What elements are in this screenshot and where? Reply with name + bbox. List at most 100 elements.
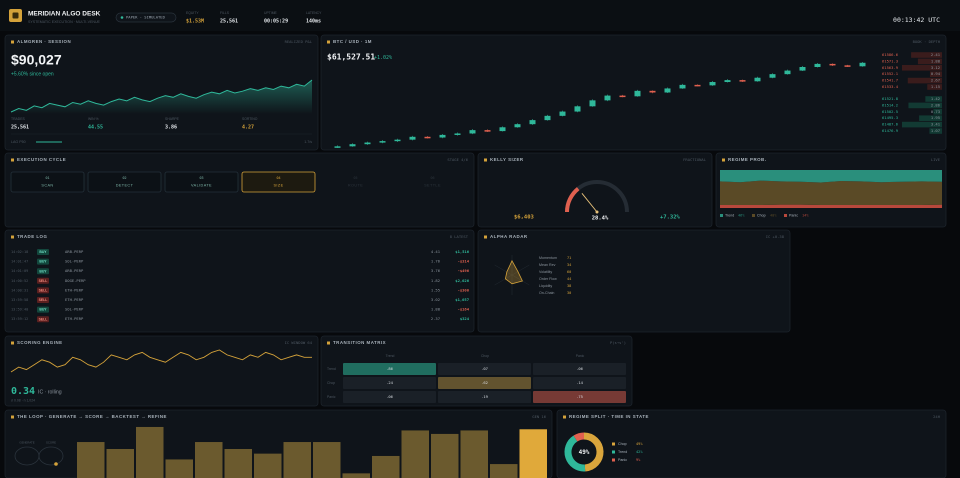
session-stat-value: 44.55: [88, 125, 103, 131]
book-size: 3.41: [931, 122, 941, 127]
matrix-cell: [533, 377, 626, 389]
equity-line: [10, 79, 313, 113]
cycle-step-label: SETTLE: [424, 184, 441, 188]
score-footnote: σ 0.08 · n 1,024: [11, 398, 35, 402]
matrix-cell: [343, 377, 436, 389]
matrix-cell: [343, 363, 436, 375]
loop-bar: [342, 473, 370, 478]
header-stat-value: 25,561: [220, 19, 238, 25]
panel-tag: GEN 16: [532, 414, 546, 419]
trade-side: BUY: [39, 260, 47, 264]
panel-marker: [11, 235, 14, 239]
loop-bar: [283, 442, 311, 478]
factor-value: 71: [567, 256, 571, 260]
loop-ring: [38, 446, 64, 466]
trade-time: 14:01:09: [11, 269, 28, 273]
side-badge: [37, 297, 49, 303]
matrix-cell-label: .14: [576, 380, 584, 385]
header-stat-label: LATENCY: [306, 11, 322, 15]
factor-name: Liquidity: [539, 284, 552, 288]
matrix-col-label: Panic: [576, 354, 585, 358]
book-size: 3.12: [931, 65, 940, 70]
cycle-step: [241, 171, 316, 193]
book-price: 61495.3: [882, 115, 898, 120]
book-price: 61552.1: [882, 71, 899, 76]
kelly-fraction: 28.4%: [592, 216, 609, 222]
book-size: 0.94: [931, 71, 941, 76]
panel: [4, 335, 319, 407]
book-size: 2.86: [931, 102, 941, 107]
candle-body: [694, 84, 701, 87]
depth-bar: [919, 115, 942, 121]
factor-name: Volatility: [539, 270, 552, 274]
loop-bar: [224, 449, 252, 478]
cycle-step-code: 04: [276, 176, 280, 180]
candle-body: [664, 88, 671, 93]
price-change: +1.02%: [374, 55, 392, 61]
session-stat-value: 25,561: [11, 125, 29, 131]
cycle-step-label: VALIDATE: [191, 184, 212, 188]
trade-side: SELL: [39, 317, 48, 321]
factor-name: Mean Rev: [539, 263, 556, 267]
book-size: 1.07: [931, 128, 940, 133]
side-badge: [37, 287, 49, 294]
cycle-step-code: 02: [122, 176, 126, 180]
loop-bar: [313, 442, 341, 478]
matrix-cell: [533, 363, 626, 375]
candle-body: [709, 82, 716, 86]
legend-swatch: [612, 450, 615, 454]
trade-symbol: ARB-PERP: [65, 249, 84, 254]
panel-marker: [563, 415, 566, 419]
candle-body: [634, 90, 641, 97]
radar-axis: [494, 274, 513, 286]
trade-symbol: SOL-PERP: [65, 259, 84, 264]
candle-body: [799, 67, 806, 71]
cycle-step-code: 05: [353, 176, 357, 180]
candle-body: [334, 146, 341, 148]
trade-pnl: $1,057: [455, 297, 469, 302]
book-size: 1.15: [931, 84, 940, 89]
panel-marker: [722, 158, 725, 162]
panel-marker: [484, 235, 487, 239]
legend-name: Trend: [618, 450, 627, 454]
trade-symbol: DOGE-PERP: [65, 278, 86, 283]
candle-body: [814, 63, 821, 68]
regime-band: [720, 204, 942, 208]
panel-tag: LIVE: [931, 157, 941, 162]
factor-value: 60: [567, 270, 571, 274]
panel-tag: REALIZED P&L: [285, 39, 313, 44]
panel-marker: [11, 40, 14, 44]
trade-symbol: ETH-PERP: [65, 287, 84, 292]
candle-body: [829, 63, 836, 66]
trade-pnl: -$300: [458, 287, 470, 292]
session-stat-value: 4.27: [242, 125, 254, 131]
panel-title: REGIME SPLIT · TIME IN STATE: [569, 414, 649, 419]
candle-body: [484, 130, 491, 132]
donut-center: 49%: [579, 449, 590, 456]
book-price: 61533.4: [882, 84, 899, 89]
factor-value: 30: [567, 291, 571, 295]
book-price: 61514.2: [882, 102, 898, 107]
candle-body: [739, 80, 746, 82]
factor-value: 38: [567, 284, 571, 288]
trade-side: SELL: [39, 288, 48, 292]
loop-cursor: [54, 462, 58, 466]
candle-body: [844, 65, 851, 67]
matrix-cell-label: .62: [481, 380, 488, 385]
matrix-cell-label: .06: [386, 394, 394, 399]
trade-time: 14:00:31: [11, 288, 28, 292]
cycle-step-label: SIZE: [273, 184, 283, 188]
trade-pnl: $324: [460, 316, 470, 321]
cycle-step-code: 01: [45, 176, 49, 180]
factor-value: 34: [567, 263, 571, 267]
mode-dot: [120, 16, 124, 19]
radar-axis: [511, 264, 530, 276]
panel-tag: STAGE 4/6: [447, 157, 468, 162]
candle-body: [529, 120, 536, 125]
loop-bar: [195, 442, 223, 478]
book-size: 2.67: [931, 78, 940, 83]
trade-side: SELL: [39, 279, 48, 283]
trade-time: 13:59:12: [11, 317, 28, 321]
trade-symbol: SOL-PERP: [65, 307, 84, 312]
